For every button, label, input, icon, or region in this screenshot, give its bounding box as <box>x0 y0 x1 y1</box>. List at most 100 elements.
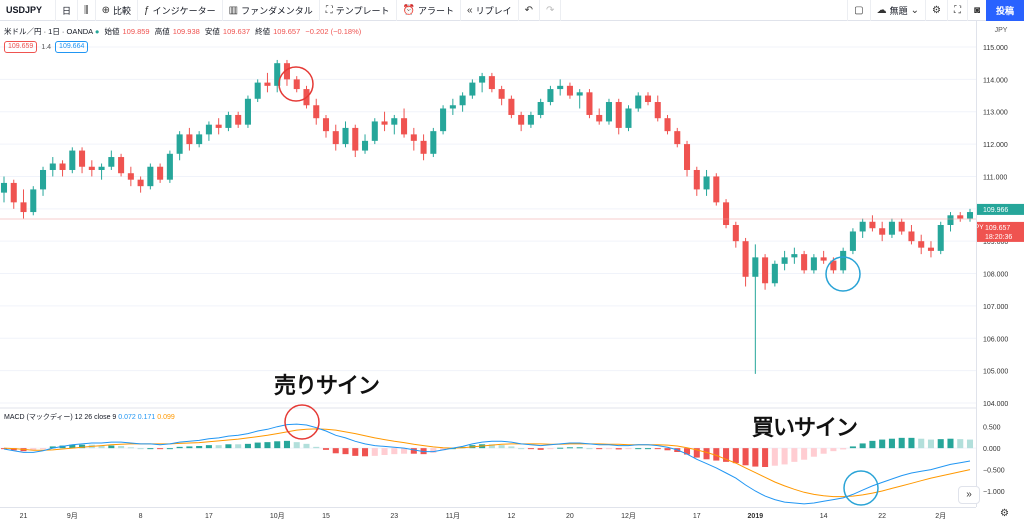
macd-histogram-bar <box>723 448 730 462</box>
alert-button[interactable]: ⏰ アラート <box>397 0 461 21</box>
macd-histogram-bar <box>840 448 847 450</box>
time-tick-label: 23 <box>390 513 398 520</box>
candle-body <box>849 231 856 251</box>
candle-body <box>576 92 583 96</box>
fundamentals-button[interactable]: ▥ ファンダメンタル <box>223 0 320 21</box>
macd-histogram-bar <box>605 448 612 450</box>
time-axis-canvas: 21 9月 8 17 10月 15 23 11月 12 20 12月 17 2019 14 22 2月 <box>20 512 947 520</box>
alert-label: アラート <box>417 5 454 16</box>
candle-body <box>508 98 515 115</box>
buy-price-button[interactable]: 109.664 <box>55 41 89 53</box>
macd-histogram-bar <box>810 448 817 457</box>
candle-body <box>264 82 271 86</box>
macd-histogram-bar <box>879 439 886 449</box>
macd-histogram-bar <box>713 448 720 461</box>
macd-histogram-bar <box>313 446 320 449</box>
high-label: 高値 <box>154 27 170 36</box>
candle-body <box>830 260 837 271</box>
macd-histogram-bar <box>381 448 388 455</box>
macd-histogram-bar <box>664 448 671 451</box>
candle-body <box>625 108 632 128</box>
macd-histogram-bar <box>244 443 251 449</box>
macd-histogram-bar <box>547 448 554 450</box>
replay-button[interactable]: «リプレイ <box>461 0 519 21</box>
last-price-label: 109.657 <box>985 225 1010 232</box>
candle-body <box>108 157 115 167</box>
fullscreen-button[interactable]: ⛶ <box>946 0 967 21</box>
settings-button[interactable]: ⚙ <box>924 0 947 21</box>
snapshot-button[interactable]: ◙ <box>966 0 986 21</box>
macd-histogram-bar <box>342 448 349 455</box>
axis-settings-button[interactable]: ⚙ <box>1000 508 1009 519</box>
macd-histogram-bar <box>293 442 300 449</box>
time-tick-label: 21 <box>20 513 28 520</box>
candle-body <box>898 221 905 232</box>
sell-signal-annotation: 売りサイン <box>274 374 380 399</box>
macd-histogram-bar <box>401 448 408 454</box>
candle-body <box>859 221 866 232</box>
compare-button[interactable]: ⊕ 比較 <box>96 0 139 21</box>
candle-body <box>635 95 642 109</box>
macd-histogram-bar <box>771 448 778 466</box>
candle-body <box>654 102 661 119</box>
time-axis[interactable]: 21 9月 8 17 10月 15 23 11月 12 20 12月 17 2019 14 22 2月 <box>0 507 976 522</box>
macd-histogram-bar <box>791 448 798 462</box>
candle-body <box>879 228 886 235</box>
scroll-to-realtime-button[interactable]: » <box>958 486 980 504</box>
macd-tick-label: −0.500 <box>983 468 1005 475</box>
buy-signal-circle-price <box>825 256 861 292</box>
dot-icon: ● <box>94 27 100 36</box>
macd-histogram-bar <box>488 444 495 449</box>
candle-body <box>30 189 37 213</box>
macd-histogram-bar <box>527 448 534 450</box>
candle-body <box>771 263 778 284</box>
open-label: 始値 <box>104 27 120 36</box>
macd-histogram-bar <box>820 448 827 454</box>
sell-price-button[interactable]: 109.659 <box>4 41 38 53</box>
low-value: 109.637 <box>222 27 251 36</box>
symbol-search-button[interactable]: USDJPY <box>0 0 56 21</box>
candle-body <box>49 163 56 170</box>
macd-histogram-bar <box>937 439 944 449</box>
candle-body <box>557 85 564 90</box>
macd-histogram-bar <box>762 448 769 467</box>
macd-histogram-bar <box>586 448 593 450</box>
candle-body <box>196 134 203 145</box>
time-tick-label: 2月 <box>935 512 946 520</box>
undo-button[interactable]: ↶ <box>519 0 540 21</box>
indicators-button[interactable]: ƒ インジケーター <box>138 0 223 21</box>
post-button[interactable]: 投稿 <box>985 0 1024 21</box>
candle-body <box>927 247 934 251</box>
post-label: 投稿 <box>995 5 1014 16</box>
candle-body <box>791 254 798 258</box>
redo-button[interactable]: ↷ <box>540 0 562 21</box>
price-axis[interactable]: JPY115.000114.000113.000112.000111.00011… <box>955 21 1024 507</box>
macd-histogram-bar <box>781 448 788 465</box>
top-toolbar: USDJPY 日 ⫼ ⊕ 比較 ƒ インジケーター ▥ ファンダメンタル ⛶ テンプレー… <box>0 0 1024 21</box>
macd-pane <box>0 423 976 505</box>
candle-body <box>40 169 47 190</box>
layout-name: 無題 <box>889 5 908 16</box>
macd-legend: MACD (マックディー) 12 26 close 9 0.072 0.171 … <box>4 412 175 422</box>
candle-body <box>186 134 193 145</box>
macd-histogram-bar <box>391 448 398 455</box>
candle-body <box>732 225 739 242</box>
open-value: 109.859 <box>122 27 150 36</box>
templates-button[interactable]: ⛶ テンプレート <box>320 0 397 21</box>
candle-body <box>752 257 759 277</box>
chart-style-button[interactable]: ⫼ <box>78 0 96 21</box>
layout-name-button[interactable]: ☁ 無題 ⌄ <box>869 0 925 21</box>
candle-body <box>166 153 173 180</box>
candle-body <box>869 221 876 229</box>
macd-histogram-bar <box>869 440 876 449</box>
buy-signal-annotation: 買いサイン <box>752 416 858 441</box>
candle-body <box>225 114 232 128</box>
candle-body <box>283 63 290 80</box>
candle-body <box>586 92 593 115</box>
macd-histogram-bar <box>30 448 37 451</box>
candle-body <box>742 241 749 277</box>
layout-toggle-button[interactable]: ▢ <box>847 0 869 21</box>
interval-button[interactable]: 日 <box>56 0 79 21</box>
candle-body <box>420 140 427 154</box>
